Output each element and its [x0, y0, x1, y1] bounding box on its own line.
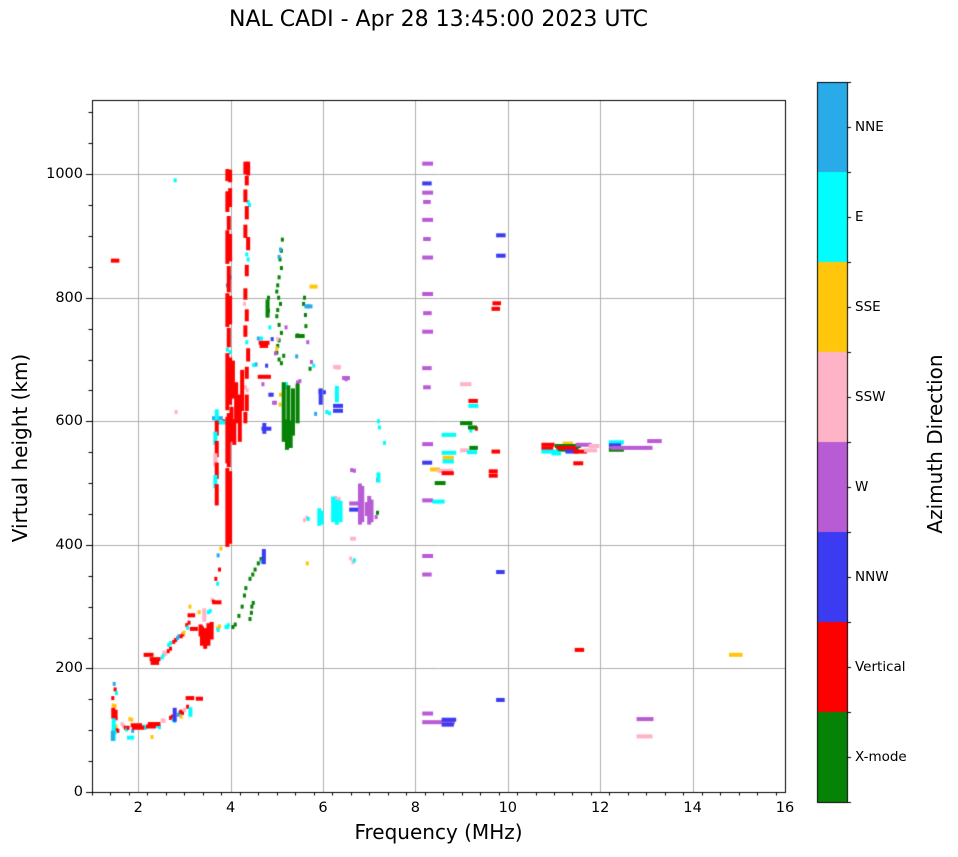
- colorbar-tick-label-e: E: [855, 209, 864, 225]
- colorbar-tick-label-sse: SSE: [855, 299, 881, 315]
- colorbar-tick-label-vertical: Vertical: [855, 659, 906, 675]
- x-tick-label-2: 2: [133, 800, 143, 816]
- colorbar-tick-label-nnw: NNW: [855, 569, 889, 585]
- colorbar-tick-label-x-mode: X-mode: [855, 749, 907, 765]
- colorbar-tick-label-ssw: SSW: [855, 389, 886, 405]
- x-tick-label-6: 6: [318, 800, 328, 816]
- x-tick-label-8: 8: [410, 800, 421, 816]
- y-tick-label-1000: 1000: [46, 166, 83, 183]
- y-tick-label-800: 800: [55, 289, 83, 306]
- x-axis-label: Frequency (MHz): [354, 820, 523, 844]
- y-axis-label: Virtual height (km): [8, 353, 32, 543]
- x-tick-label-12: 12: [590, 800, 610, 816]
- x-tick-label-4: 4: [225, 800, 236, 816]
- x-tick-label-10: 10: [498, 800, 518, 816]
- y-tick-label-200: 200: [55, 660, 83, 677]
- chart-title: NAL CADI - Apr 28 13:45:00 2023 UTC: [229, 7, 648, 32]
- colorbar-tick-label-w: W: [855, 479, 869, 495]
- x-tick-label-16: 16: [775, 800, 795, 816]
- y-tick-label-0: 0: [73, 784, 83, 800]
- y-tick-label-600: 600: [55, 413, 83, 430]
- colorbar-tick-label-nne: NNE: [855, 119, 884, 135]
- y-tick-label-400: 400: [55, 536, 83, 553]
- colorbar-label: Azimuth Direction: [923, 354, 947, 534]
- x-tick-label-14: 14: [683, 800, 702, 816]
